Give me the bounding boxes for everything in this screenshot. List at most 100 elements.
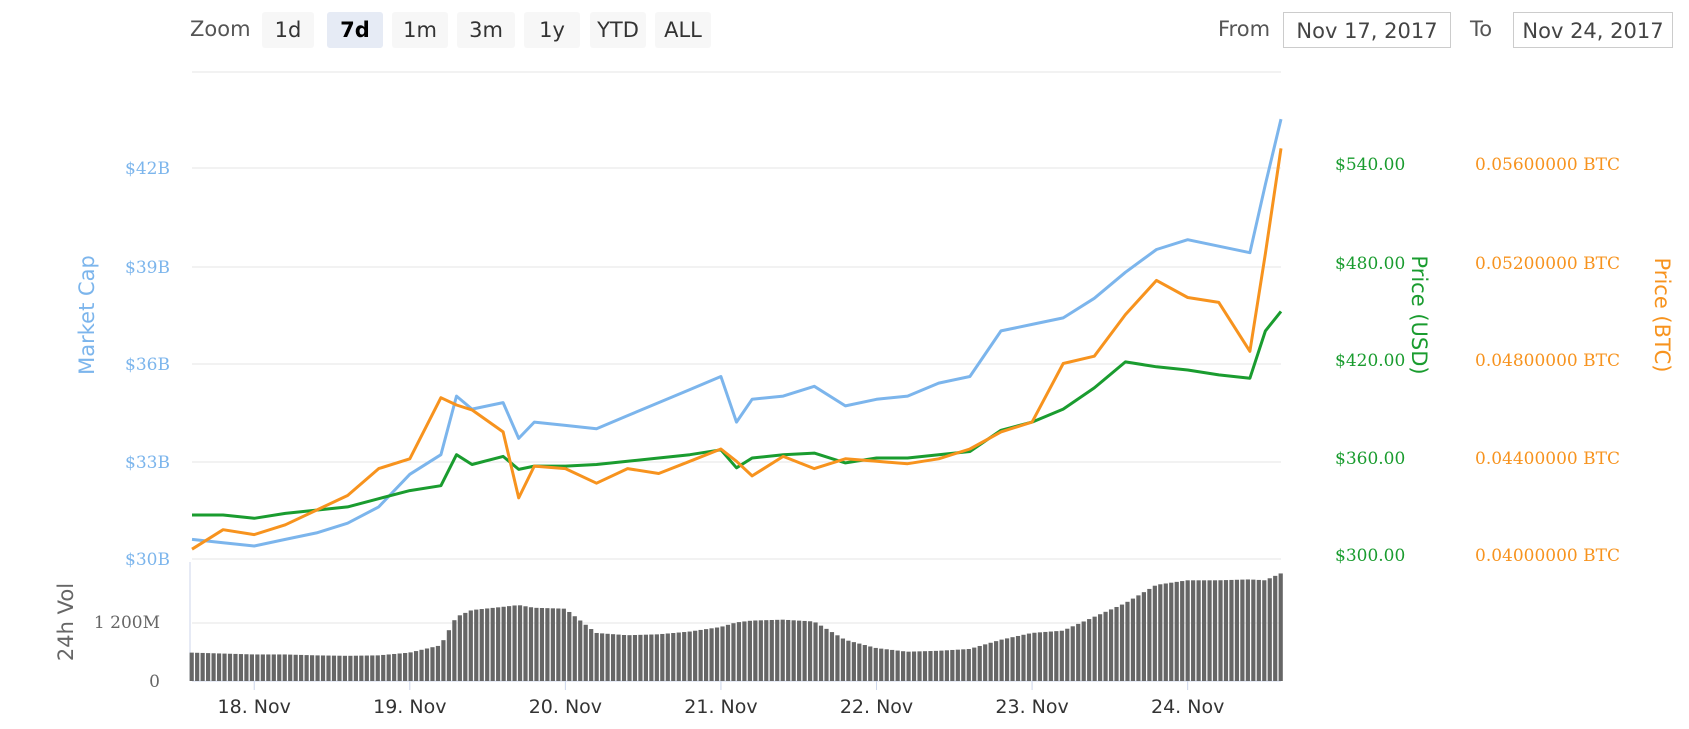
price-usd-line [192, 310, 1283, 520]
zoom-ytd-button[interactable]: YTD [590, 12, 646, 48]
price-usd-tick: $480.00 [1335, 254, 1405, 274]
price-btc-tick: 0.04400000 BTC [1475, 449, 1620, 469]
zoom-1d-button[interactable]: 1d [262, 12, 314, 48]
volume-bar [227, 653, 233, 681]
volume-bar [567, 611, 572, 681]
volume-bar [605, 633, 610, 681]
volume-bar [682, 632, 687, 681]
zoom-7d-button[interactable]: 7d [327, 12, 383, 48]
volume-bar [578, 620, 583, 681]
volume-bar [216, 653, 222, 681]
volume-bar [693, 630, 698, 681]
volume-bar [1092, 616, 1097, 681]
volume-bar [222, 653, 227, 681]
volume-bar [911, 651, 917, 681]
volume-bar [714, 627, 720, 681]
volume-bar [200, 652, 205, 681]
volume-tick: 0 [149, 672, 160, 692]
volume-bar [419, 649, 424, 681]
volume-bar [1147, 588, 1152, 681]
volume-bar [528, 607, 534, 681]
volume-bar [654, 634, 659, 681]
volume-bar [627, 635, 632, 681]
volume-bar [977, 645, 982, 681]
volume-bar [1076, 623, 1081, 681]
volume-bar [435, 645, 441, 681]
from-date-input[interactable]: Nov 17, 2017 [1283, 12, 1451, 48]
volume-bar [452, 620, 457, 681]
volume-bar [370, 655, 375, 681]
volume-bar [791, 620, 796, 681]
market-cap-line [191, 118, 1283, 548]
volume-bar [720, 626, 725, 681]
volume-bar [638, 634, 643, 681]
volume-bar [293, 654, 298, 681]
volume-bar [501, 606, 506, 681]
volume-bar [1087, 619, 1092, 681]
volume-bar [315, 655, 320, 681]
volume-bar [1119, 604, 1125, 681]
volume-bar [1130, 598, 1136, 681]
volume-tick: 1 200M [94, 613, 160, 633]
volume-bar [485, 608, 490, 681]
grid-lines [189, 71, 1281, 682]
volume-bar [1273, 575, 1278, 681]
zoom-all-button[interactable]: ALL [655, 12, 711, 48]
volume-bar [1169, 582, 1174, 681]
zoom-label: Zoom [190, 17, 251, 41]
volume-bar [463, 612, 468, 681]
volume-bar [1141, 592, 1146, 681]
volume-bar [961, 649, 966, 681]
volume-bar [862, 645, 867, 681]
volume-bar [583, 624, 588, 681]
volume-bar [1240, 579, 1245, 681]
volume-bar [206, 653, 211, 681]
price-usd-tick: $540.00 [1335, 155, 1405, 175]
volume-bar [1251, 579, 1256, 681]
zoom-1y-button[interactable]: 1y [524, 12, 580, 48]
volume-bar [753, 620, 758, 681]
volume-bar [758, 620, 763, 681]
volume-bar [1229, 579, 1234, 681]
volume-bar [545, 608, 550, 681]
market-cap-tick: $33B [125, 453, 170, 473]
volume-bar [1256, 579, 1261, 681]
volume-bar [359, 655, 364, 681]
volume-bar [610, 634, 616, 681]
volume-bar [309, 655, 315, 681]
volume-bar [1037, 632, 1043, 681]
volume-bar [523, 606, 528, 681]
volume-bar [1234, 579, 1240, 681]
volume-bar [195, 652, 200, 681]
axis-ticks: $30B $300.00 0.04000000 BTC $33B $360.00 0.04… [94, 155, 1620, 718]
volume-bar [890, 649, 895, 681]
volume-bar [829, 632, 835, 681]
volume-bar [430, 647, 435, 681]
volume-bar [1152, 585, 1157, 681]
volume-bar [326, 655, 331, 681]
volume-bar [408, 652, 413, 681]
volume-bar [884, 649, 889, 681]
volume-bar [260, 654, 265, 681]
volume-bar [1004, 638, 1010, 681]
volume-bar [403, 653, 408, 681]
volume-bar [983, 644, 988, 681]
volume-bar [446, 630, 452, 681]
volume-bar [1278, 573, 1283, 681]
to-date-input[interactable]: Nov 24, 2017 [1513, 12, 1673, 48]
price-btc-axis-title: Price (BTC) [1650, 258, 1674, 373]
zoom-3m-button[interactable]: 3m [457, 12, 515, 48]
volume-bar [775, 619, 780, 681]
volume-bar [244, 654, 249, 681]
volume-bar [496, 607, 501, 681]
volume-bar [381, 654, 386, 681]
zoom-1m-button[interactable]: 1m [392, 12, 448, 48]
from-label: From [1218, 17, 1271, 41]
volume-bar [189, 652, 194, 681]
volume-bar [386, 654, 391, 681]
volume-bar [868, 646, 873, 681]
volume-bar [922, 651, 928, 681]
volume-bar [413, 651, 419, 681]
volume-bar [1070, 626, 1075, 681]
volume-bar [288, 654, 293, 681]
